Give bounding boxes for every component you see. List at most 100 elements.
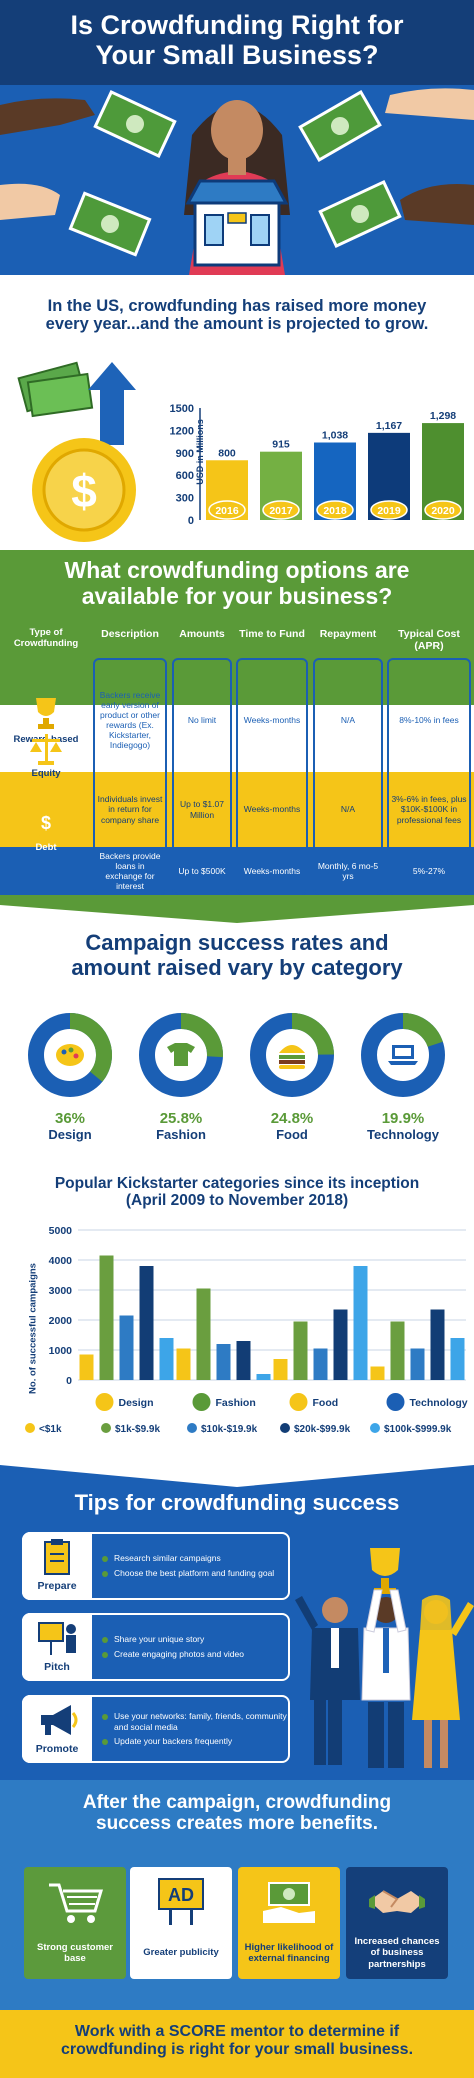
legend-item: $1k-$9.9k	[101, 1423, 160, 1435]
kickstarter-section: Popular Kickstarter categories since its…	[0, 1155, 474, 1465]
benefit-label: Greater publicity	[143, 1947, 219, 1959]
money-hand-right-bottom	[318, 179, 474, 249]
ad-icon-text: AD	[168, 1885, 194, 1905]
tips-heading: Tips for crowdfunding success	[74, 1490, 400, 1515]
benefit-card: AD Greater publicity	[130, 1867, 232, 1979]
laptop-icon	[386, 1393, 405, 1411]
cell-repayment: N/A	[340, 714, 356, 725]
after-heading: After the campaign, crowdfunding success…	[82, 1792, 392, 1835]
bullet-dot	[102, 1637, 108, 1644]
y-tick-label: 1000	[49, 1345, 73, 1357]
y-tick-label: 300	[176, 493, 194, 505]
bar-design-4	[159, 1338, 174, 1380]
bar-value-label: 1,038	[322, 429, 348, 441]
money-hand-left-top	[0, 89, 177, 159]
success-pct: 24.8%	[271, 1110, 314, 1127]
success-donut-charts: 36%Design 25.8%Fashion 24.8%Food 19.9%Techn…	[28, 1013, 445, 1142]
tip-bullet: Use your networks: family, friends, comm…	[102, 1711, 288, 1732]
palette-icon	[56, 1044, 84, 1066]
x-category-label: 2019	[377, 505, 401, 517]
bar-technology-3	[430, 1309, 445, 1380]
footer-section: Work with a SCORE mentor to determine if…	[0, 2010, 474, 2078]
y-tick-label: 1500	[170, 403, 194, 415]
options-section: What crowdfunding options are available …	[0, 550, 474, 895]
bar-design-1	[99, 1255, 114, 1380]
bar-food-4	[353, 1266, 368, 1380]
bar-food-3	[333, 1309, 348, 1380]
donut-food: 24.8%Food	[250, 1013, 334, 1142]
benefit-card: Increased chances of business partnershi…	[346, 1867, 448, 1979]
burger-icon	[279, 1045, 305, 1069]
svg-text:$: $	[41, 813, 51, 833]
bar-technology-4	[450, 1338, 465, 1380]
tip-bullet-text: Share your unique story	[114, 1634, 205, 1645]
tip-bullet-text: Create engaging photos and video	[114, 1649, 244, 1659]
growth-illustration: $	[17, 361, 136, 542]
tip-bullet: Research similar campaigns	[102, 1553, 288, 1564]
column-panel	[172, 658, 232, 895]
benefit-label: Strong customer base	[36, 1941, 113, 1964]
donut-arc	[402, 1013, 443, 1048]
tip-icon-box: Prepare	[22, 1532, 92, 1600]
donut-design: 36%Design	[28, 1013, 112, 1142]
cell-amounts: Up to $1.07 Million	[180, 799, 224, 820]
tip-bullet: Create engaging photos and video	[102, 1649, 288, 1660]
cell-description: Backers provide loans in exchange for in…	[99, 850, 161, 892]
column-panel	[387, 658, 471, 895]
tip-bullet-text: Use your networks: family, friends, comm…	[114, 1711, 287, 1732]
success-label: Fashion	[156, 1127, 206, 1142]
tip-bullets: Share your unique story Create engaging p…	[102, 1615, 288, 1679]
y-tick-label: 1200	[170, 425, 194, 437]
header-illustration	[0, 88, 474, 275]
benefit-card: Strong customer base	[24, 1867, 126, 1979]
type-cell-reward-based: Reward-based	[0, 662, 92, 745]
bar-design-0	[79, 1354, 94, 1380]
column-panel	[93, 658, 167, 895]
column-header: Repayment	[319, 628, 377, 640]
tip-label: Pitch	[44, 1661, 70, 1673]
legend-item: $20k-$99.9k	[280, 1423, 351, 1435]
donut-arc	[291, 1013, 334, 1056]
cell-time: Weeks-months	[243, 714, 301, 725]
x-category-label: 2018	[323, 505, 347, 517]
legend-label: $20k-$99.9k	[294, 1424, 351, 1435]
tip-bullet-text: Research similar campaigns	[114, 1553, 221, 1564]
tip-card-prepare: Prepare Research similar campaigns Choose …	[22, 1532, 290, 1600]
tips-section: Tips for crowdfunding success Prepare Res…	[0, 1465, 474, 1780]
tip-bullet-text: Choose the best platform and funding goa…	[114, 1568, 275, 1578]
trophy-icon	[36, 698, 56, 729]
cell-time: Weeks-months	[243, 804, 301, 815]
donut-arc	[69, 1013, 112, 1082]
type-cell-debt: $ Debt	[0, 802, 92, 862]
trophy-icon	[370, 1548, 400, 1594]
growth-section: In the US, crowdfunding has raised more …	[0, 275, 474, 550]
options-heading: What crowdfunding options are available …	[64, 557, 410, 609]
presentation-icon	[38, 1622, 76, 1655]
tshirt-icon	[192, 1393, 211, 1411]
clipboard-icon	[44, 1539, 70, 1575]
tip-icon-box: Pitch	[22, 1613, 92, 1681]
cell-description: Individuals invest in return for company…	[97, 794, 163, 825]
team-celebrating-illustration	[295, 1548, 474, 1768]
palette-icon	[95, 1393, 114, 1411]
bar-technology-1	[390, 1321, 405, 1380]
header-section: Is Crowdfunding Right for Your Small Bus…	[0, 0, 474, 275]
year-badge	[424, 500, 462, 520]
y-tick-label: 3000	[49, 1285, 73, 1297]
bullet-dot	[102, 1556, 108, 1563]
page-title: Is Crowdfunding Right for Your Small Bus…	[70, 10, 404, 71]
legend-label: <$1k	[39, 1424, 62, 1435]
x-category-label: Fashion	[216, 1397, 256, 1409]
bar-value-label: 1,167	[376, 420, 402, 432]
tip-bullet: Choose the best platform and funding goa…	[102, 1568, 288, 1579]
type-label: Debt	[35, 842, 57, 853]
laptop-icon	[388, 1045, 418, 1065]
success-pct: 36%	[55, 1110, 85, 1127]
cell-amounts: Up to $500K	[178, 865, 226, 876]
dollar-coin-icon: $	[32, 438, 136, 542]
bar-value-label: 915	[272, 439, 290, 451]
cell-description: Backers receive early version of product…	[99, 689, 161, 751]
benefit-card: Higher likelihood of external financing	[238, 1867, 340, 1979]
benefit-label: Increased chances of business partnershi…	[354, 1935, 440, 1970]
y-tick-label: 600	[176, 470, 194, 482]
